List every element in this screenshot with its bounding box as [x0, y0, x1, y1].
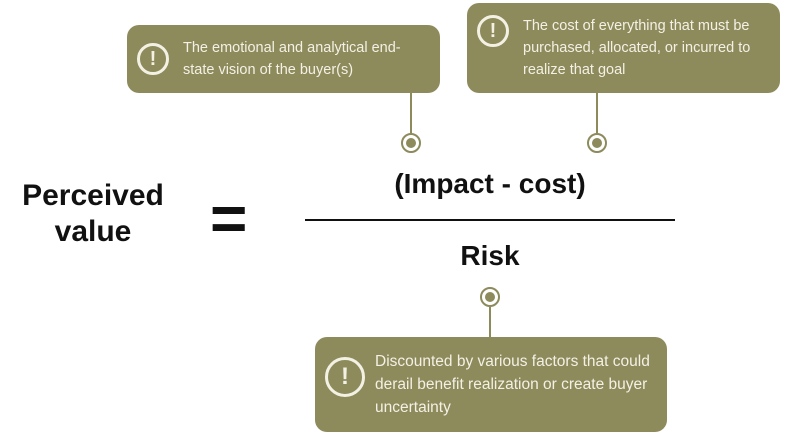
exclamation-icon: ! [137, 43, 169, 75]
callout-risk: ! Discounted by various factors that cou… [315, 337, 667, 432]
denominator: Risk [460, 240, 520, 271]
exclamation-icon: ! [477, 15, 509, 47]
numerator: (Impact - cost) [394, 168, 586, 199]
callout-risk-text: Discounted by various factors that could… [375, 353, 650, 416]
callout-impact: ! The emotional and analytical end-state… [127, 25, 440, 93]
fraction-bar [305, 219, 675, 221]
exclamation-icon: ! [325, 357, 365, 397]
anchor-dot-cost [587, 133, 607, 153]
equals-sign: = [210, 182, 248, 254]
callout-impact-text: The emotional and analytical end-state v… [183, 40, 401, 78]
connector-impact [410, 93, 412, 135]
anchor-dot-impact [401, 133, 421, 153]
callout-cost-text: The cost of everything that must be purc… [523, 18, 751, 78]
callout-cost: ! The cost of everything that must be pu… [467, 3, 780, 93]
perceived-value-label: Perceived value [22, 179, 164, 248]
connector-cost [596, 93, 598, 135]
anchor-dot-risk [480, 287, 500, 307]
connector-risk [489, 307, 491, 337]
